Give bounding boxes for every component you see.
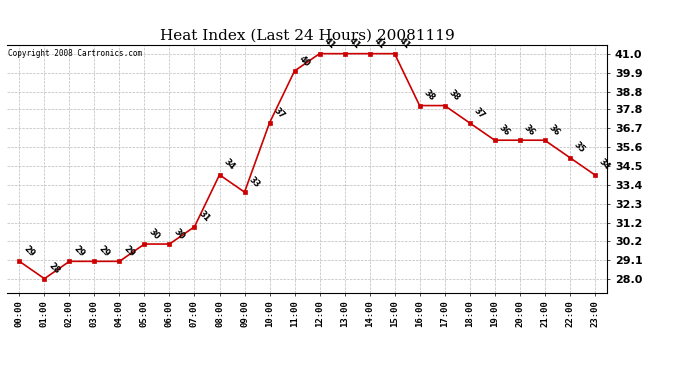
Text: 37: 37 <box>273 106 287 120</box>
Text: 36: 36 <box>497 123 512 137</box>
Text: 38: 38 <box>447 88 462 103</box>
Text: 41: 41 <box>347 36 362 51</box>
Text: 40: 40 <box>297 54 312 68</box>
Text: 29: 29 <box>22 244 37 259</box>
Text: 41: 41 <box>397 36 412 51</box>
Text: 30: 30 <box>172 227 187 241</box>
Text: 29: 29 <box>97 244 112 259</box>
Text: 35: 35 <box>573 140 587 155</box>
Text: 36: 36 <box>522 123 537 137</box>
Text: 41: 41 <box>373 36 387 51</box>
Text: 28: 28 <box>47 261 62 276</box>
Text: 36: 36 <box>547 123 562 137</box>
Title: Heat Index (Last 24 Hours) 20081119: Heat Index (Last 24 Hours) 20081119 <box>159 28 455 42</box>
Text: 41: 41 <box>322 36 337 51</box>
Text: 34: 34 <box>598 158 612 172</box>
Text: 37: 37 <box>473 106 487 120</box>
Text: 34: 34 <box>222 158 237 172</box>
Text: 29: 29 <box>72 244 87 259</box>
Text: 31: 31 <box>197 209 212 224</box>
Text: Copyright 2008 Cartronics.com: Copyright 2008 Cartronics.com <box>8 49 142 58</box>
Text: 38: 38 <box>422 88 437 103</box>
Text: 33: 33 <box>247 175 262 189</box>
Text: 29: 29 <box>122 244 137 259</box>
Text: 30: 30 <box>147 227 161 241</box>
